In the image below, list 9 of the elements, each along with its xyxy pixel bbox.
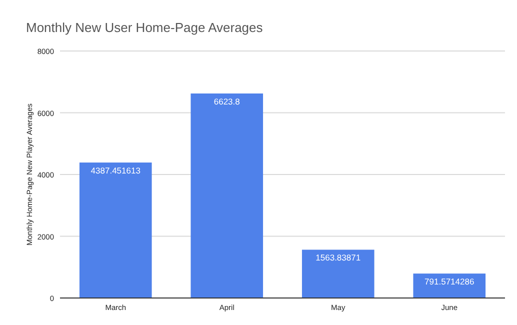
bar [79,162,152,298]
bar [302,250,374,298]
data-label: 791.5714286 [424,276,474,287]
data-label: 6623.8 [214,96,240,106]
chart-title: Monthly New User Home-Page Averages [26,20,264,35]
bar [190,93,264,298]
data-label: 1563.83871 [316,252,361,263]
bar [413,274,486,298]
data-label: 4387.451613 [90,166,141,176]
